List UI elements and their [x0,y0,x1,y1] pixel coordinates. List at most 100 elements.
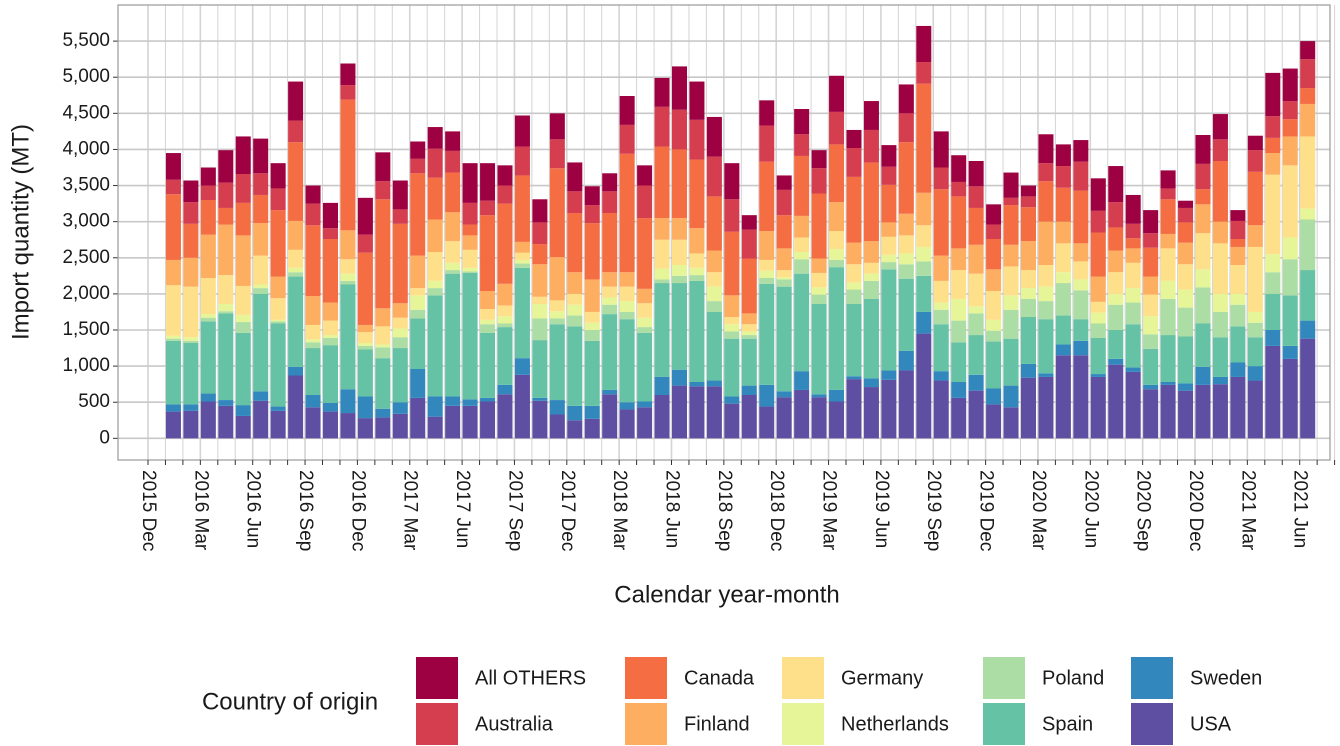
y-tick-label: 2,500 [62,247,110,268]
bar-segment [1055,272,1071,284]
bar-segment [654,376,670,395]
bar-segment [1073,319,1089,341]
bar-segment [602,286,618,298]
bar-segment [497,327,513,385]
bar-segment [288,366,304,376]
y-tick-label: 4,500 [62,102,110,123]
bar-segment [706,380,722,387]
bar-segment [1282,165,1298,238]
bar-segment [637,407,653,439]
bar-segment [829,75,845,112]
x-tick-label: 2018 Jun [661,470,682,548]
bar-segment [1073,290,1089,320]
bar-segment [357,324,373,333]
x-tick-label: 2019 Jun [871,470,892,548]
bar-segment [759,406,775,439]
bar-segment [986,404,1002,439]
bar-segment [1021,241,1036,271]
bar-segment [811,193,827,259]
bar-segment [549,414,565,439]
bar-segment [462,405,478,439]
bar-segment [881,262,897,270]
bar-segment [1282,101,1298,120]
bar-segment [410,288,426,296]
bar-segment [1038,221,1054,265]
bar-segment [898,142,914,214]
bar-segment [1230,362,1246,377]
bar-segment [1108,250,1124,273]
legend-label: Sweden [1190,667,1262,689]
bar-segment [357,252,373,325]
bar-segment [1265,293,1281,330]
bar-segment [863,378,879,388]
bar-segment [1160,384,1176,439]
bar-segment [724,324,740,332]
bar-segment [846,304,862,377]
bar-segment [567,272,583,294]
bar-segment [1055,187,1071,222]
x-tick-label: 2017 Jun [452,470,473,548]
bar-segment [253,255,269,285]
bar-segment [1143,348,1159,385]
bar-segment [933,280,949,303]
bar-segment [1090,276,1106,302]
bar-segment [532,244,548,265]
bar-segment [584,311,600,323]
bar-segment [794,109,810,135]
bar-segment [445,273,461,397]
bar-segment [1282,295,1298,346]
bar-segment [846,148,862,177]
bar-segment [357,349,373,397]
x-tick-label: 2016 Jun [243,470,264,548]
bar-segment [1003,197,1019,206]
bar-segment [462,249,478,268]
bar-segment [183,257,199,287]
bar-segment [951,155,967,182]
bar-segment [724,163,740,200]
bar-segment [480,401,496,439]
bar-segment [1125,367,1141,372]
bar-segment [637,327,653,333]
bar-segment [741,215,757,230]
bar-segment [497,203,513,284]
bar-segment [305,296,321,325]
bar-segment [1300,338,1316,439]
bar-segment [1090,301,1106,313]
bar-segment [1090,210,1106,233]
bar-segment [1038,376,1054,439]
bar-segment [549,139,565,169]
bar-segment [375,152,391,182]
bar-segment [1003,385,1019,408]
bar-segment [602,191,618,213]
x-tick-label: 2017 Sep [504,470,525,551]
bar-segment [235,322,251,333]
bar-segment [305,342,321,349]
bar-segment [532,397,548,401]
bar-segment [584,322,600,330]
bar-segment [1160,335,1176,382]
bar-segment [445,396,461,406]
bar-segment [1073,190,1089,244]
bar-segment [1003,295,1019,310]
bar-segment [672,109,687,150]
bar-segment [881,222,897,237]
bar-segment [288,267,304,273]
bar-segment [689,228,705,254]
bar-segment [654,283,670,377]
bar-segment [1230,239,1246,247]
bar-segment [672,149,687,219]
bar-segment [567,213,583,273]
bar-segment [986,291,1002,320]
bar-segment [951,248,967,271]
bar-segment [1160,170,1176,189]
bar-segment [1247,225,1263,247]
bar-segment [462,163,478,203]
bar-segment [514,146,530,176]
bar-segment [1282,237,1298,260]
y-tick-label: 2,000 [62,283,110,304]
bar-segment [706,272,722,287]
bar-segment [1003,338,1019,386]
bar-segment [567,420,583,439]
bar-segment [1300,270,1316,321]
bar-segment [270,323,286,407]
